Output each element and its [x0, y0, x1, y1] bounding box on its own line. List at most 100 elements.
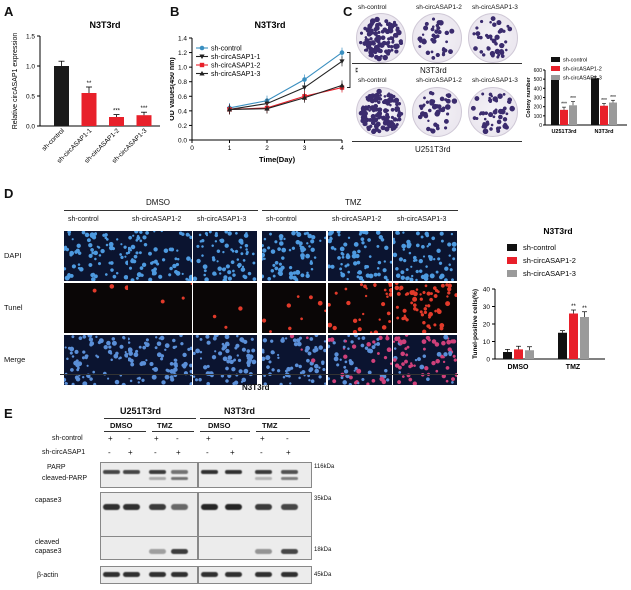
wb-band — [255, 572, 272, 577]
tunel-micrograph — [328, 335, 392, 385]
chart-c-ytick-label: 0 — [539, 123, 542, 129]
chart-d-xtick-label: DMSO — [508, 364, 530, 371]
chart-a-bar — [136, 115, 152, 126]
wb-sign-control: - — [176, 434, 179, 443]
tunel-col-label: sh-circASAP1-2 — [332, 216, 382, 223]
panel-letter-d: D — [4, 186, 14, 201]
wb-treat1-a: DMSO — [110, 421, 133, 430]
chart-b-legend-marker — [199, 45, 205, 51]
wb-label-cleaved-parp: cleaved-PARP — [42, 475, 88, 482]
wb-band — [225, 572, 242, 577]
colony-top-label-6: sh-circASAP1-3 — [472, 77, 518, 84]
chart-a-sig: ** — [87, 81, 92, 87]
tunel-micrograph — [64, 231, 128, 281]
chart-b-xtick-label: 3 — [303, 145, 307, 152]
chart-c-ylabel: Colony number — [526, 76, 532, 117]
colony-top-label-2: sh-circASAP1-2 — [416, 4, 462, 11]
wb-blot-parp — [100, 462, 198, 488]
wb-line-a1 — [104, 431, 146, 432]
wb-band — [149, 572, 166, 577]
chart-b-ytick-label: 0.6 — [178, 94, 187, 101]
chart-b-sig-bracket — [347, 52, 351, 88]
chart-b-ytick-label: 0.0 — [178, 138, 187, 145]
tunel-images: DMSO TMZ sh-control sh-circASAP1-2 sh-circ… — [4, 198, 460, 385]
chart-c-sig: *** — [561, 102, 567, 108]
chart-d-ytick-label: 40 — [483, 287, 491, 294]
tunel-micrograph — [64, 283, 128, 333]
chart-c-ytick-label: 500 — [534, 77, 543, 83]
chart-b-point — [301, 85, 308, 91]
panel-letter-c: C — [343, 4, 353, 19]
wb-treat1-b: DMSO — [208, 421, 231, 430]
chart-d-xtick-label: TMZ — [566, 364, 581, 371]
wb-blot-cleaved-capase3 — [198, 536, 312, 560]
wb-sign-knock: + — [230, 448, 235, 457]
colony-dish — [412, 13, 462, 63]
chart-b-ytick-label: 1.2 — [178, 50, 187, 57]
chart-d-legend-swatch — [507, 244, 517, 251]
tunel-col-label: sh-circASAP1-3 — [197, 216, 247, 223]
wb-band — [201, 470, 218, 474]
chart-c-legend-swatch — [551, 66, 560, 71]
wb-band — [123, 572, 140, 577]
chart-b-xtick-label: 2 — [265, 145, 269, 152]
chart-c-ytick-label: 200 — [534, 105, 543, 111]
wb-cell1: U251T3rd — [120, 406, 162, 416]
wb-sign-control: + — [154, 434, 159, 443]
chart-b-series-line — [229, 52, 343, 109]
chart-d-legend-label: sh-control — [523, 243, 556, 252]
wb-mw-2: 35kDa — [314, 496, 332, 502]
wb-band — [149, 549, 166, 554]
chart-d-legend-swatch — [507, 270, 517, 277]
chart-b-legend-label: sh-control — [211, 46, 242, 53]
chart-d-bar — [569, 313, 578, 359]
chart-a: N3T3rd 0.0 0.5 1.0 1.5 Relative circASAP1 ex… — [12, 20, 160, 165]
tunel-micrograph — [393, 335, 457, 385]
colony-row1-label: N3T3rd — [420, 66, 447, 75]
wb-blot-parp — [198, 462, 312, 488]
colony-dish — [468, 87, 518, 137]
tunel-group-tmz: TMZ — [345, 198, 362, 207]
chart-a-ylabel: Relative circASAP1 expression — [12, 33, 19, 130]
wb-band — [123, 470, 140, 474]
chart-b-ytick-label: 1.4 — [178, 36, 187, 43]
colony-divider-1 — [352, 63, 522, 64]
chart-b-ytick-label: 1.0 — [178, 65, 187, 72]
wb-band — [149, 470, 166, 474]
wb-row-control-label: sh-control — [52, 435, 83, 442]
chart-b-xtick-label: 4 — [340, 145, 344, 152]
wb-line-b2 — [256, 431, 310, 432]
wb-row-knock-label: sh-circASAP1 — [42, 449, 86, 456]
chart-c-bar — [600, 105, 608, 125]
wb-band — [255, 549, 272, 554]
chart-d-bar — [558, 332, 567, 359]
chart-c-legend-label: sh-circASAP1-2 — [563, 67, 602, 73]
chart-d-title: N3T3rd — [543, 226, 572, 236]
chart-c-sig: *** — [570, 96, 576, 102]
panel-letter-e: E — [4, 406, 13, 421]
wb-mw-3: 18kDa — [314, 547, 332, 553]
tunel-bottom-line — [60, 374, 458, 375]
chart-c-bar — [551, 79, 559, 125]
wb-label-cleaved-capase3: cleaved capase3 — [35, 539, 62, 555]
chart-d-ytick-label: 20 — [483, 322, 491, 329]
wb-label-parp: PARP — [47, 464, 66, 471]
chart-a-bars: sh-control**sh-circASAP1-1***sh-circASAP… — [41, 60, 152, 165]
wb-sign-knock: + — [176, 448, 181, 457]
wb-treat2-a: TMZ — [157, 421, 173, 430]
chart-c-bar — [591, 78, 599, 125]
chart-b-title: N3T3rd — [254, 20, 285, 30]
chart-b-legend-label: sh-circASAP1-3 — [211, 71, 261, 78]
chart-c-xtick-label: U251T3rd — [551, 129, 576, 135]
chart-c-bars: ****** ****** — [551, 76, 617, 125]
chart-a-xtick-label: sh-control — [41, 127, 67, 153]
wb-blot-cleaved-capase3 — [100, 536, 198, 560]
colony-divider-2 — [352, 141, 522, 142]
wb-sign-knock: + — [286, 448, 291, 457]
tunel-row-label: DAPI — [4, 251, 22, 260]
tunel-row-label: Tunel — [4, 303, 23, 312]
wb-cell2: N3T3rd — [224, 406, 256, 416]
wb-blot-capase3 — [198, 492, 312, 538]
tunel-micrograph — [193, 231, 257, 281]
